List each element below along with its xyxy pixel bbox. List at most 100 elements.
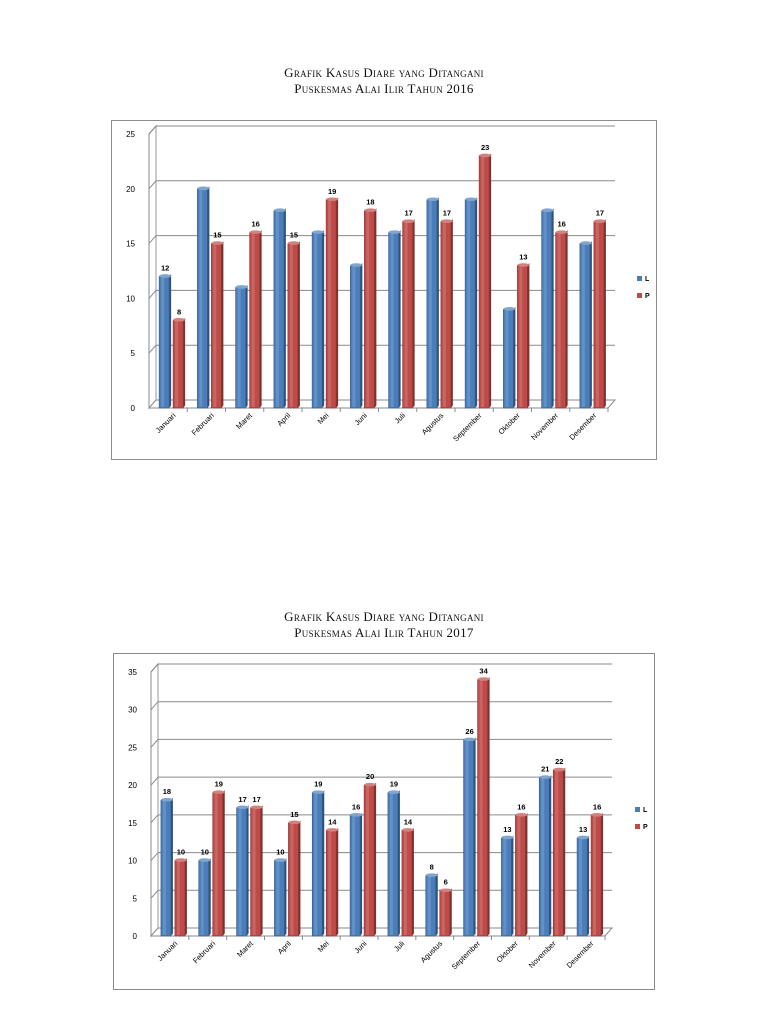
x-tick-label: Januari	[156, 939, 180, 963]
bar-p	[593, 219, 606, 409]
data-label: 13	[503, 825, 511, 834]
bar-chart-2017: 0 5 10 15 20 25 30 35 Januari Februari Maret April M…	[128, 662, 648, 971]
bar-side	[245, 284, 248, 408]
bar-top	[350, 263, 363, 267]
bar-l	[311, 790, 325, 937]
bar-side	[221, 241, 224, 408]
bar-top	[579, 241, 592, 245]
x-tick-label: Oktober	[497, 411, 523, 437]
bar-top	[159, 274, 172, 278]
data-label: 22	[555, 757, 563, 766]
title-line-1: Grafik Kasus Diare yang Ditangani	[284, 65, 484, 80]
bar-highlight	[200, 861, 204, 935]
bar-top	[212, 790, 225, 794]
bar-side	[336, 197, 339, 408]
bar-l	[158, 273, 172, 409]
data-label: 18	[163, 787, 171, 796]
bar-highlight	[199, 189, 203, 407]
bar-highlight	[503, 838, 507, 935]
bar-side	[169, 273, 172, 408]
title-line-2: Puskesmas Alai Ilir Tahun 2016	[294, 81, 474, 96]
legend-swatch-l	[635, 807, 640, 812]
x-tick-label: Februari	[191, 939, 217, 965]
bar-side	[473, 737, 476, 936]
data-label: 16	[593, 802, 601, 811]
bar-highlight	[213, 244, 217, 407]
data-label: 20	[366, 772, 374, 781]
bar-side	[525, 812, 528, 936]
bar-highlight	[441, 891, 445, 935]
data-label: 16	[352, 802, 360, 811]
data-label: 19	[390, 780, 398, 789]
data-label: 16	[557, 220, 565, 229]
bar-side	[222, 790, 225, 936]
data-label: 10	[201, 848, 209, 857]
bar-p	[172, 317, 186, 409]
bar-highlight	[465, 740, 469, 935]
bar-top	[235, 285, 248, 289]
bar-side	[412, 219, 415, 408]
bar-p	[212, 790, 225, 937]
bar-side	[411, 827, 414, 936]
bar-top	[401, 828, 414, 832]
bar-top	[160, 797, 173, 802]
data-label: 15	[290, 231, 298, 240]
x-tick-label: April	[275, 411, 292, 428]
data-label: 15	[290, 810, 298, 819]
data-label: 8	[430, 863, 434, 872]
x-tick-label: Oktober	[495, 939, 521, 965]
x-tick-label: November	[527, 939, 558, 970]
bar-side	[336, 827, 339, 936]
bar-front	[288, 822, 299, 937]
bar-side	[170, 797, 173, 936]
bar-highlight	[390, 233, 394, 407]
bar-highlight	[252, 808, 256, 935]
bar-p	[211, 241, 224, 409]
chart-title-2016: Grafik Kasus Diare yang Ditangani Puskes…	[0, 65, 768, 97]
bar-p	[402, 219, 415, 409]
legend-label-p: P	[645, 293, 650, 300]
bar-top	[515, 813, 528, 817]
bar-side	[260, 805, 263, 936]
bar-p	[478, 153, 492, 409]
bar-side	[246, 805, 249, 936]
bar-l	[464, 197, 478, 409]
bar-l	[576, 835, 590, 937]
bar-side	[298, 820, 301, 936]
bar-top	[274, 858, 287, 862]
y-tick-label: 30	[128, 706, 137, 715]
y-tick-label: 20	[126, 185, 135, 194]
bar-highlight	[352, 266, 356, 407]
data-label: 21	[541, 765, 549, 774]
bar-highlight	[428, 200, 432, 407]
gridline	[150, 814, 612, 824]
bar-top	[288, 820, 301, 825]
x-tick-label: Desember	[565, 939, 596, 970]
data-label: 19	[215, 780, 223, 789]
bar-top	[326, 828, 339, 832]
x-tick-label: Agustus	[419, 939, 445, 965]
y-tick-label: 15	[128, 819, 137, 828]
bar-p	[364, 208, 377, 409]
bar-top	[312, 230, 325, 234]
bar-highlight	[214, 793, 218, 935]
bar-l	[311, 230, 325, 409]
bar-top	[198, 858, 211, 862]
bar-top	[541, 208, 554, 213]
bar-top	[439, 888, 452, 893]
bar-highlight	[543, 211, 547, 407]
x-tick-label: November	[529, 411, 560, 442]
bar-l	[160, 797, 173, 937]
x-tick-label: Maret	[234, 410, 255, 431]
y-tick-label: 10	[126, 294, 135, 303]
bar-side	[449, 888, 452, 936]
gridline	[148, 344, 615, 354]
legend-swatch-p	[635, 824, 640, 829]
bar-l	[349, 812, 363, 937]
bar-highlight	[175, 321, 179, 407]
data-label: 18	[366, 198, 374, 207]
bar-side	[322, 230, 325, 408]
bar-l	[541, 208, 554, 409]
bar-p	[401, 827, 414, 937]
data-label: 17	[238, 795, 246, 804]
